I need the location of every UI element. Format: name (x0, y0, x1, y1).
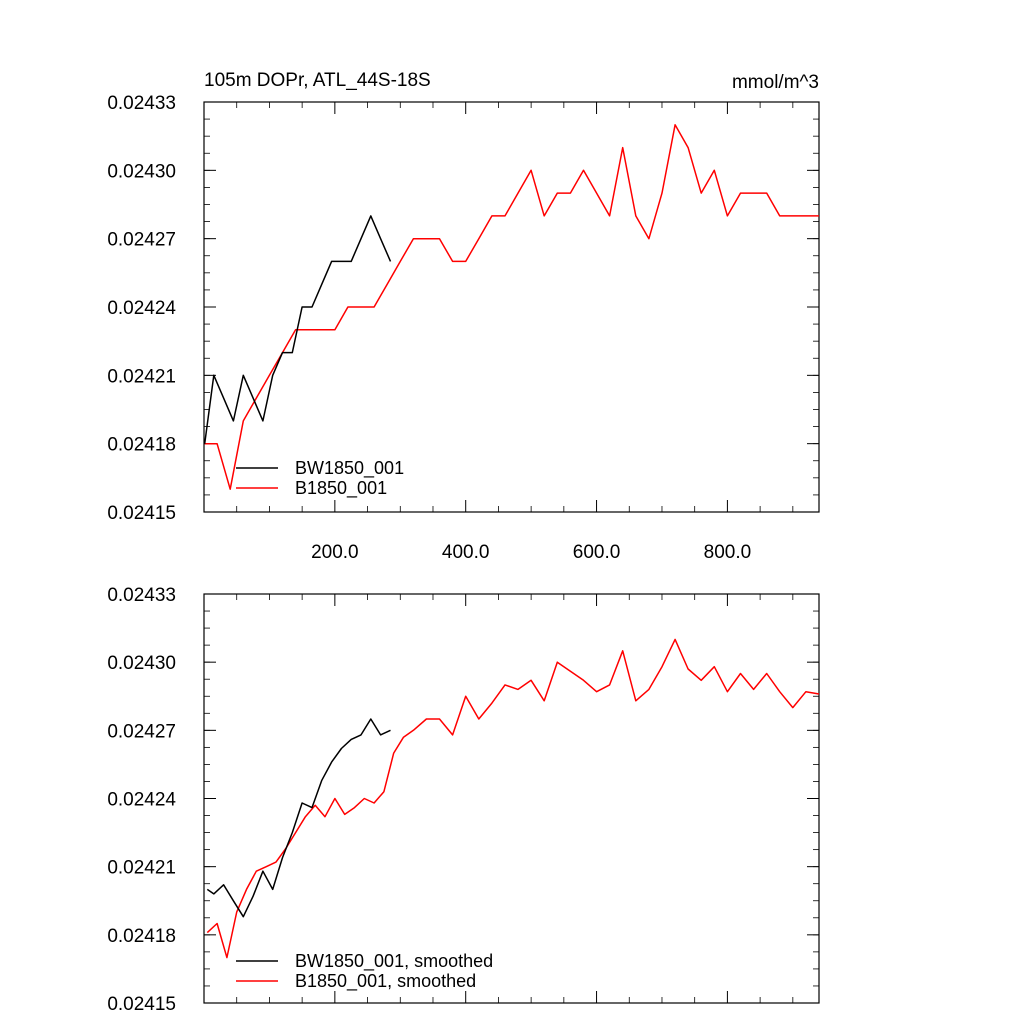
legend-label: BW1850_001 (295, 458, 404, 479)
y-tick-label: 0.02415 (107, 503, 176, 524)
y-tick-label: 0.02415 (107, 994, 176, 1015)
y-tick-label: 0.02427 (107, 721, 176, 742)
y-tick-label: 0.02427 (107, 230, 176, 251)
series-line-bw1850 (206, 718, 391, 918)
y-tick-label: 0.02430 (107, 161, 176, 182)
plot-frame (203, 101, 820, 513)
y-tick-label: 0.02433 (107, 93, 176, 114)
y-tick-label: 0.02418 (107, 926, 176, 947)
y-tick-label: 0.02418 (107, 435, 176, 456)
figure-title: 105m DOPr, ATL_44S-18S (204, 70, 431, 91)
bottom-panel: 0.02415 0.02418 0.02421 0.02424 0.02427 0.024… (107, 585, 820, 1015)
x-tick-label: 600.0 (573, 542, 621, 563)
series-line-bw1850 (203, 215, 392, 444)
y-tick-label: 0.02424 (107, 790, 176, 811)
x-tick-label: 400.0 (442, 542, 490, 563)
series-line-b1850 (204, 124, 819, 490)
top-panel: 0.02415 0.02418 0.02421 0.02424 0.02427 0.024… (107, 93, 820, 563)
x-tick-label: 200.0 (311, 542, 359, 563)
x-tick-label: 800.0 (704, 542, 752, 563)
y-tick-label: 0.02421 (107, 858, 176, 879)
y-tick-label: 0.02424 (107, 298, 176, 319)
y-tick-label: 0.02433 (107, 585, 176, 606)
legend-label: BW1850_001, smoothed (295, 951, 493, 972)
legend-label: B1850_001, smoothed (295, 971, 476, 992)
legend-label: B1850_001 (295, 478, 387, 499)
y-tick-label: 0.02430 (107, 653, 176, 674)
series-line-b1850 (206, 638, 820, 959)
units-label: mmol/m^3 (732, 72, 819, 93)
y-tick-label: 0.02421 (107, 366, 176, 387)
plot-frame (203, 593, 820, 1004)
